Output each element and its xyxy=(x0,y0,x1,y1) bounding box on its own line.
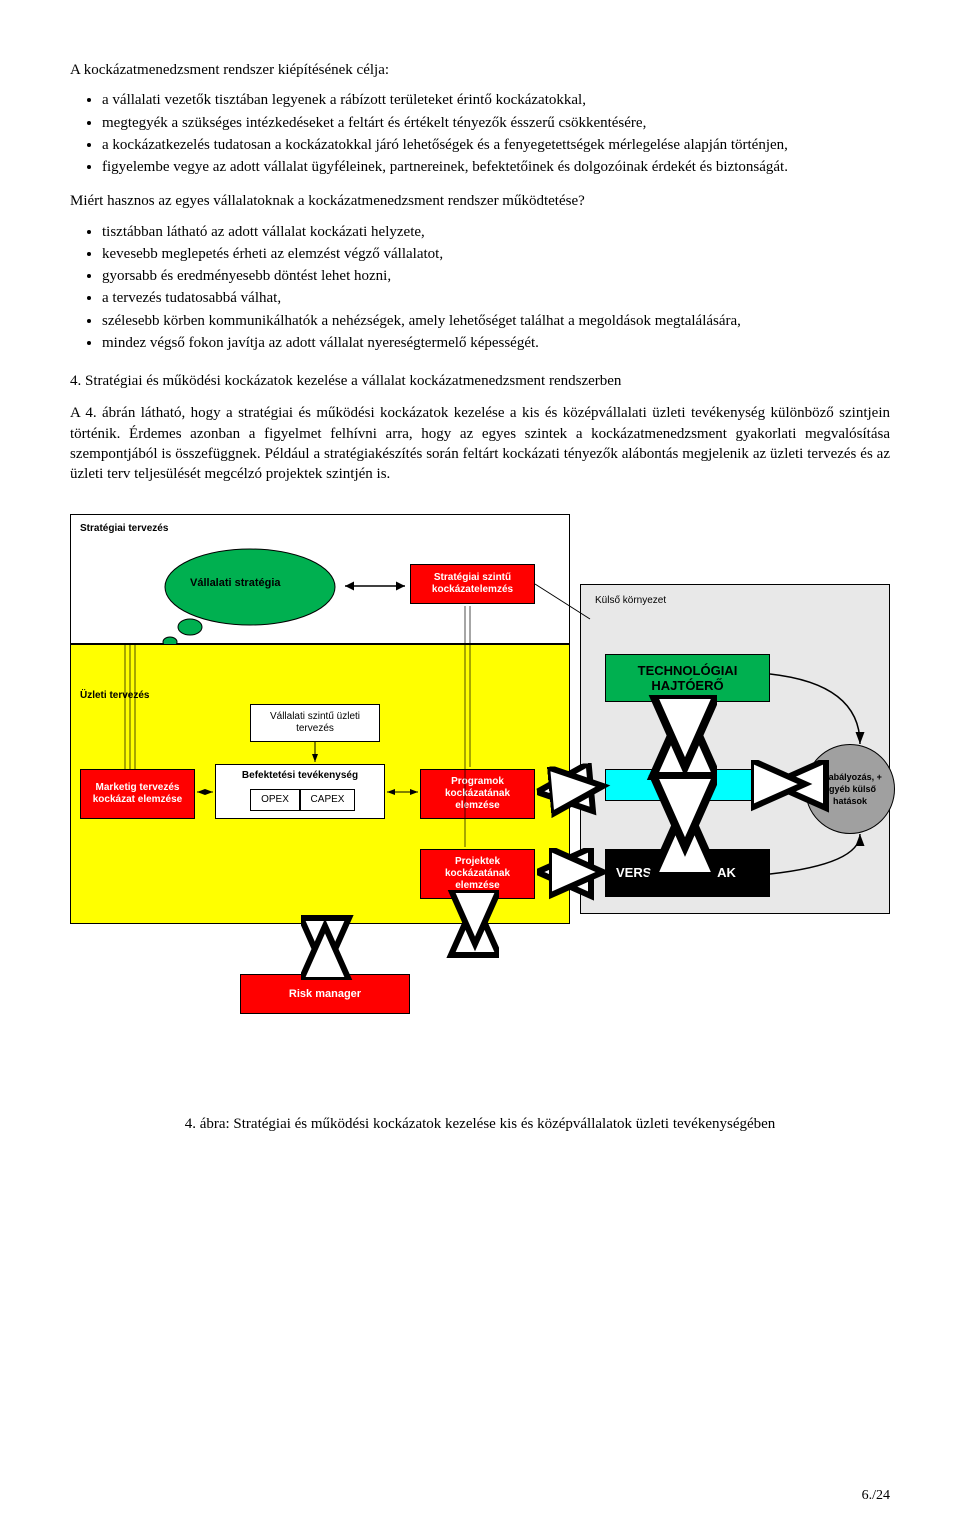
list-2: tisztábban látható az adott vállalat koc… xyxy=(70,222,890,354)
arrows-right xyxy=(70,514,890,1094)
list-item: szélesebb körben kommunikálhatók a nehéz… xyxy=(102,311,890,331)
list-item: kevesebb meglepetés érheti az elemzést v… xyxy=(102,244,890,264)
list-item: a kockázatkezelés tudatosan a kockázatok… xyxy=(102,135,890,155)
list-item: figyelembe vegye az adott vállalat ügyfé… xyxy=(102,157,890,177)
section-paragraph: A 4. ábrán látható, hogy a stratégiai és… xyxy=(70,403,890,484)
list-item: mindez végső fokon javítja az adott váll… xyxy=(102,333,890,353)
list-item: a tervezés tudatosabbá válhat, xyxy=(102,288,890,308)
heading: A kockázatmenedzsment rendszer kiépítésé… xyxy=(70,60,890,80)
list-item: tisztábban látható az adott vállalat koc… xyxy=(102,222,890,242)
page-number: 6./24 xyxy=(862,1487,890,1506)
diagram: Stratégiai tervezés Vállalati stratégia … xyxy=(70,514,890,1094)
list-item: megtegyék a szükséges intézkedéseket a f… xyxy=(102,113,890,133)
list-item: gyorsabb és eredményesebb döntést lehet … xyxy=(102,266,890,286)
question: Miért hasznos az egyes vállalatoknak a k… xyxy=(70,191,890,211)
figure-caption: 4. ábra: Stratégiai és működési kockázat… xyxy=(70,1114,890,1134)
list-1: a vállalati vezetők tisztában legyenek a… xyxy=(70,90,890,177)
list-item: a vállalati vezetők tisztában legyenek a… xyxy=(102,90,890,110)
section-heading: 4. Stratégiai és működési kockázatok kez… xyxy=(70,371,890,391)
